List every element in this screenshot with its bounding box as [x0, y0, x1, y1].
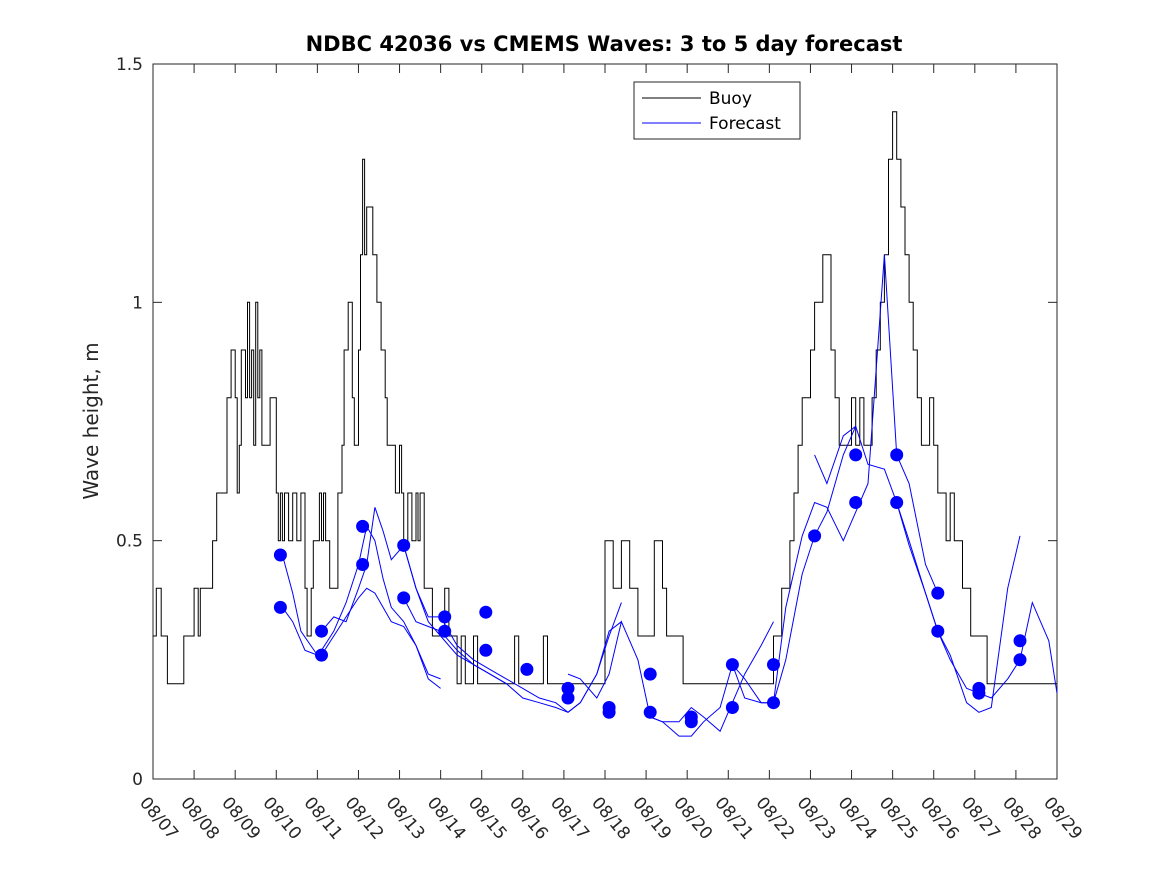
forecast-marker	[890, 496, 904, 509]
forecast-marker	[1013, 634, 1027, 648]
forecast-marker	[273, 600, 287, 614]
forecast-marker	[438, 624, 452, 638]
chart-title: NDBC 42036 vs CMEMS Waves: 3 to 5 day fo…	[306, 32, 903, 56]
forecast-marker	[767, 696, 780, 710]
forecast-marker	[315, 624, 328, 638]
forecast-marker	[725, 658, 739, 672]
forecast-marker	[931, 624, 945, 638]
forecast-marker	[356, 519, 370, 533]
forecast-marker	[808, 529, 822, 543]
forecast-marker	[643, 667, 657, 681]
series-layer	[153, 111, 1058, 737]
forecast-marker	[397, 538, 411, 552]
forecast-marker	[972, 686, 986, 700]
forecast-marker	[767, 658, 780, 672]
forecast-line	[321, 507, 507, 685]
y-tick-label: 1	[132, 293, 143, 313]
forecast-marker	[397, 591, 411, 605]
legend-box	[633, 81, 801, 140]
forecast-marker	[849, 496, 863, 509]
forecast-line	[650, 426, 857, 737]
buoy-line	[153, 111, 1057, 685]
forecast-marker	[479, 643, 493, 657]
forecast-line	[281, 587, 441, 680]
forecast-marker	[561, 681, 575, 695]
legend: Buoy Forecast	[633, 81, 801, 140]
forecast-marker	[315, 648, 328, 662]
forecast-marker	[1013, 653, 1027, 667]
forecast-marker	[273, 548, 287, 562]
y-axis: 0 0.5 1 1.5	[116, 55, 1057, 790]
y-tick-label: 0.5	[116, 532, 143, 552]
legend-buoy-label: Buoy	[709, 89, 752, 109]
y-axis-label: Wave height, m	[79, 342, 103, 499]
forecast-marker	[602, 705, 616, 719]
marker-layer	[273, 448, 1027, 729]
forecast-marker	[890, 448, 904, 462]
forecast-line	[567, 620, 774, 733]
forecast-marker	[520, 662, 534, 676]
y-tick-label: 1.5	[116, 55, 143, 75]
forecast-marker	[725, 701, 739, 714]
legend-forecast-label: Forecast	[709, 114, 781, 134]
y-tick-label: 0	[132, 770, 143, 790]
forecast-marker	[684, 715, 698, 729]
forecast-marker	[438, 610, 452, 624]
forecast-marker	[561, 691, 575, 705]
forecast-line	[281, 525, 441, 689]
forecast-marker	[479, 605, 493, 619]
forecast-marker	[931, 586, 945, 600]
forecast-marker	[849, 448, 863, 462]
plot-area	[152, 63, 1058, 780]
forecast-marker	[643, 705, 657, 719]
forecast-marker	[356, 558, 370, 571]
forecast-line	[814, 425, 1021, 713]
